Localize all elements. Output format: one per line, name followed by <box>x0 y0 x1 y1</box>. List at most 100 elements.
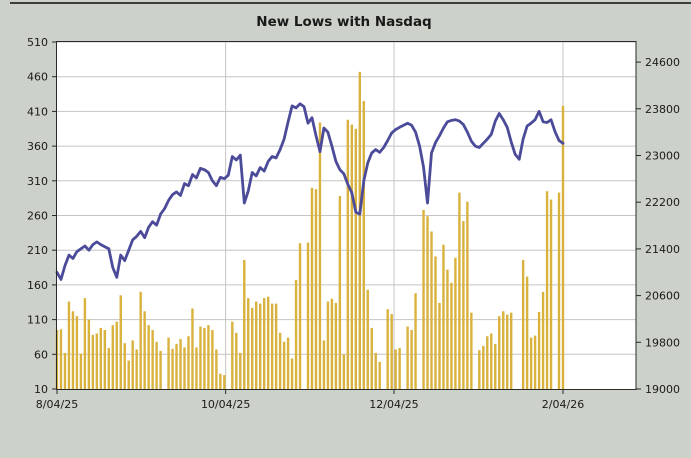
left-axis-tick-label: 210 <box>27 244 48 257</box>
new-lows-bar <box>533 335 537 389</box>
new-lows-bar <box>111 325 114 389</box>
new-lows-bar <box>466 201 469 389</box>
new-lows-bar <box>322 340 326 389</box>
right-axis-tick-label: 19800 <box>645 336 680 349</box>
right-axis-labels: 19000 19800 20600 21400 22200 23000 23800 24600 <box>645 56 680 396</box>
new-lows-bar <box>390 314 393 389</box>
new-lows-bar <box>330 298 334 389</box>
new-lows-bars <box>55 71 565 390</box>
left-axis-tick-label: 10 <box>34 383 48 396</box>
new-lows-bar <box>255 301 258 389</box>
new-lows-bar <box>262 298 266 389</box>
new-lows-bar <box>282 341 286 389</box>
new-lows-bar <box>203 327 206 389</box>
new-lows-bar <box>318 122 322 389</box>
new-lows-bar <box>131 340 134 389</box>
x-axis-tick-label: 8/04/25 <box>36 398 78 411</box>
new-lows-bar <box>346 119 350 389</box>
new-lows-bar <box>266 296 270 389</box>
left-axis-tick-label: 60 <box>34 348 48 361</box>
new-lows-bar <box>378 361 381 389</box>
new-lows-bar <box>235 332 238 389</box>
new-lows-bar <box>187 336 190 389</box>
x-axis-labels: 8/04/25 10/04/25 12/04/25 2/04/26 <box>36 398 584 411</box>
new-lows-bar <box>175 343 178 389</box>
new-lows-bar <box>561 105 565 389</box>
new-lows-bar <box>199 326 202 389</box>
x-axis-tick-label: 2/04/26 <box>542 398 584 411</box>
new-lows-bar <box>143 311 146 389</box>
new-lows-bar <box>374 352 377 389</box>
new-lows-bar <box>557 192 561 389</box>
new-lows-bar <box>191 308 194 389</box>
new-lows-bar <box>155 341 158 389</box>
new-lows-bar <box>95 333 99 389</box>
new-lows-bar <box>314 189 318 389</box>
left-axis-labels: 10 60 110 160 210 260 310 360 410 460 510 <box>27 36 48 396</box>
new-lows-bar <box>258 303 262 389</box>
new-lows-bar <box>446 269 449 389</box>
right-axis-tick-label: 24600 <box>645 56 680 69</box>
new-lows-bar <box>370 327 373 389</box>
new-lows-bar <box>490 333 493 389</box>
new-lows-bar <box>398 348 401 389</box>
x-axis-tick-label: 10/04/25 <box>201 398 250 411</box>
new-lows-bar <box>83 298 87 389</box>
new-lows-bar <box>422 209 425 389</box>
new-lows-bar <box>159 350 162 389</box>
new-lows-bar <box>366 289 369 389</box>
new-lows-bar <box>334 302 338 389</box>
left-axis-tick-label: 410 <box>27 105 48 118</box>
new-lows-bar <box>310 187 314 389</box>
new-lows-bar <box>215 349 218 389</box>
new-lows-bar <box>107 348 110 389</box>
new-lows-bar <box>75 316 79 389</box>
new-lows-bar <box>410 330 413 389</box>
new-lows-bar <box>294 280 298 389</box>
new-lows-bar <box>462 221 465 389</box>
new-lows-bar <box>139 291 142 389</box>
nasdaq-line <box>55 102 565 281</box>
new-lows-bar <box>342 354 346 389</box>
right-axis-tick-label: 23800 <box>645 103 680 116</box>
new-lows-bar <box>326 301 330 389</box>
new-lows-bar <box>362 100 365 390</box>
new-lows-bar <box>278 332 282 389</box>
new-lows-bar <box>79 353 83 389</box>
new-lows-bar <box>290 358 294 389</box>
new-lows-bar <box>426 216 429 389</box>
left-axis-tick-label: 160 <box>27 279 48 292</box>
new-lows-bar <box>358 71 361 389</box>
new-lows-bar <box>470 312 473 389</box>
x-axis-tick-label: 12/04/25 <box>369 398 418 411</box>
new-lows-bar <box>243 259 246 389</box>
new-lows-bar <box>219 373 222 389</box>
new-lows-bar <box>434 256 437 389</box>
new-lows-bar <box>386 309 389 389</box>
new-lows-bar <box>286 337 290 389</box>
right-axis-tick-label: 22200 <box>645 196 680 209</box>
new-lows-bar <box>545 191 549 389</box>
new-lows-bar <box>438 302 441 389</box>
new-lows-bar <box>506 314 509 389</box>
new-lows-bar <box>179 339 182 389</box>
new-lows-bar <box>59 329 63 389</box>
new-lows-bar <box>115 321 118 389</box>
new-lows-bar <box>183 347 186 389</box>
new-lows-bar <box>338 196 342 389</box>
new-lows-bar <box>502 311 505 389</box>
new-lows-bar <box>430 231 433 389</box>
new-lows-bar <box>529 337 533 389</box>
new-lows-bar <box>306 242 310 389</box>
new-lows-bar <box>454 257 457 389</box>
new-lows-bar <box>239 352 242 389</box>
left-axis-tick-label: 360 <box>27 140 48 153</box>
new-lows-bar <box>87 319 91 389</box>
new-lows-bar <box>414 293 417 389</box>
new-lows-bar <box>458 192 461 389</box>
new-lows-bar <box>147 325 150 389</box>
new-lows-bar <box>498 316 501 389</box>
new-lows-bar <box>195 347 198 389</box>
new-lows-bar <box>63 352 67 389</box>
